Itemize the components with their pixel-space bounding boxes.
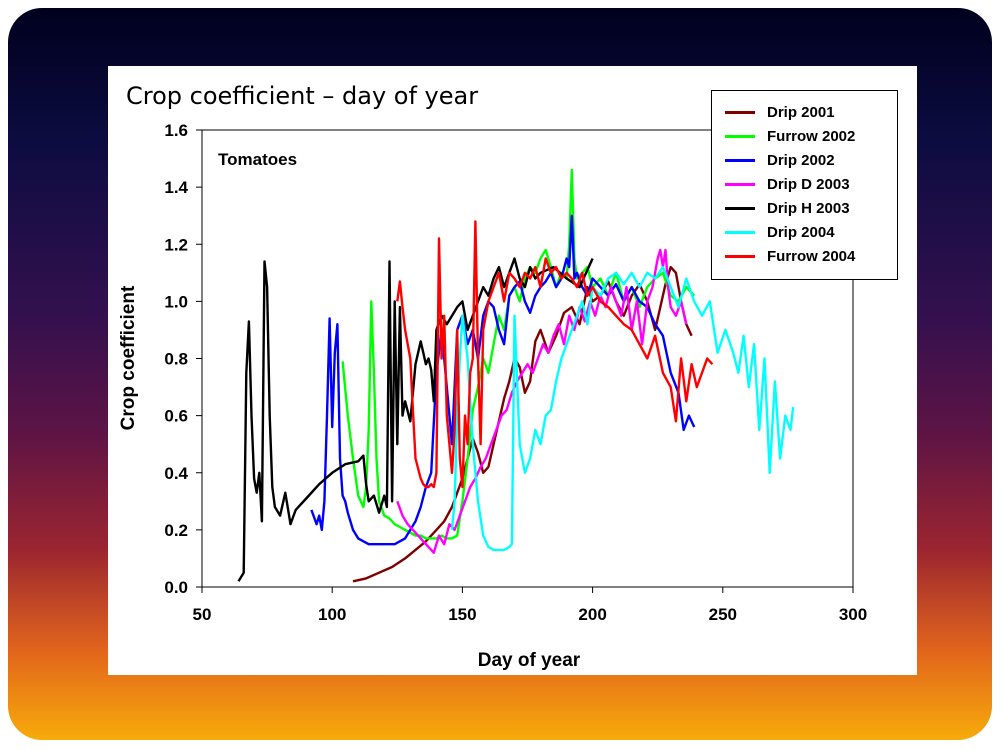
legend-item: Drip 2002 [712, 148, 897, 172]
x-tick-label: 150 [448, 605, 476, 624]
x-tick-label: 200 [578, 605, 606, 624]
y-tick-label: 1.0 [164, 292, 188, 311]
chart-legend: Drip 2001 Furrow 2002 Drip 2002 Drip D 2003… [711, 90, 898, 280]
legend-swatch [725, 254, 755, 258]
legend-swatch [725, 206, 755, 210]
y-tick-label: 0.2 [164, 521, 188, 540]
y-tick-label: 0.4 [164, 464, 188, 483]
legend-item: Drip D 2003 [712, 172, 897, 196]
legend-label: Drip 2001 [767, 103, 835, 121]
legend-label: Drip 2002 [767, 151, 835, 169]
legend-item: Furrow 2004 [712, 244, 897, 268]
y-tick-label: 0.0 [164, 578, 188, 597]
legend-label: Drip 2004 [767, 223, 835, 241]
y-tick-label: 0.8 [164, 350, 188, 369]
series-line-6 [396, 220, 714, 489]
legend-swatch [725, 158, 755, 162]
legend-swatch [725, 182, 755, 186]
y-tick-label: 1.4 [164, 178, 188, 197]
legend-label: Furrow 2002 [767, 127, 856, 145]
y-tick-label: 1.2 [164, 235, 188, 254]
series-line-4 [237, 257, 594, 582]
legend-item: Drip 2004 [712, 220, 897, 244]
legend-label: Drip D 2003 [767, 175, 850, 193]
legend-swatch [725, 230, 755, 234]
chart-annotation: Tomatoes [218, 150, 297, 169]
legend-item: Furrow 2002 [712, 124, 897, 148]
legend-item: Drip 2001 [712, 100, 897, 124]
axis-layer: 50 100 150 200 250 300 0.0 0.2 0.4 0.6 0.8 1.0 1.2 1.… [164, 121, 867, 624]
legend-label: Drip H 2003 [767, 199, 850, 217]
legend-item: Drip H 2003 [712, 196, 897, 220]
x-axis-label: Day of year [478, 650, 581, 671]
legend-swatch [725, 110, 755, 114]
y-axis-label: Crop coefficient [118, 285, 139, 430]
series-line-3 [396, 248, 688, 554]
x-tick-label: 50 [193, 605, 212, 624]
series-layer [237, 168, 795, 583]
legend-swatch [725, 134, 755, 138]
y-tick-label: 1.6 [164, 121, 188, 140]
legend-label: Furrow 2004 [767, 247, 856, 265]
x-tick-label: 300 [839, 605, 867, 624]
chart-title: Crop coefficient – day of year [126, 82, 479, 110]
x-tick-label: 100 [318, 605, 346, 624]
y-tick-label: 0.6 [164, 407, 188, 426]
x-tick-label: 250 [709, 605, 737, 624]
